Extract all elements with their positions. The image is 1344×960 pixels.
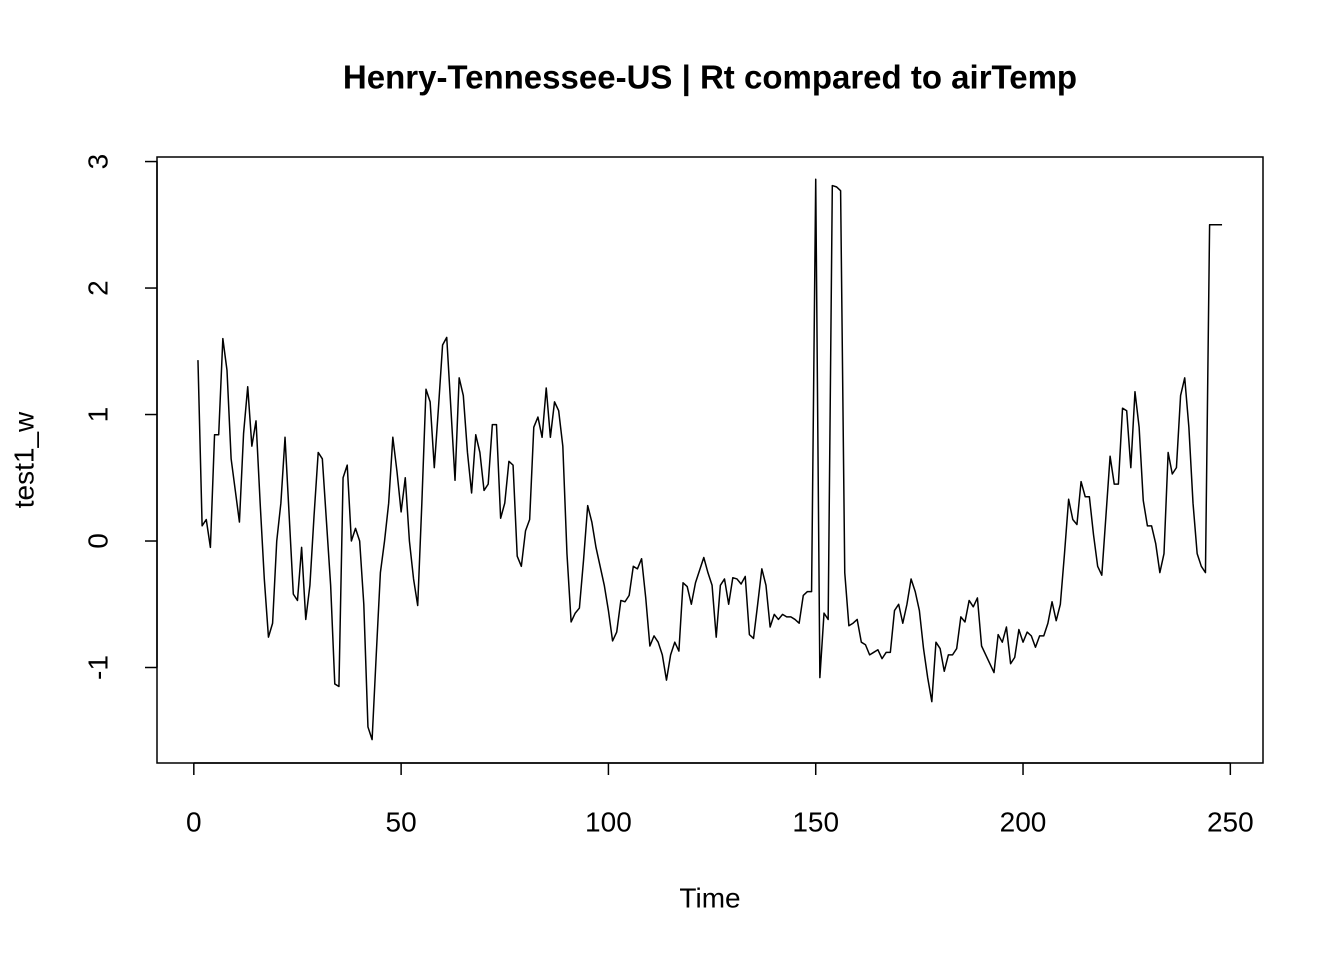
x-tick-label: 50 — [386, 806, 417, 837]
y-axis-label: test1_w — [8, 411, 39, 508]
y-tick-label: 1 — [82, 407, 113, 423]
x-tick-label: 0 — [186, 806, 202, 837]
x-tick-label: 200 — [1000, 806, 1047, 837]
x-tick-label: 100 — [585, 806, 632, 837]
y-tick-label: 0 — [82, 533, 113, 549]
y-tick-label: 2 — [82, 280, 113, 296]
x-axis-label: Time — [679, 882, 740, 913]
chart-title: Henry-Tennessee-US | Rt compared to airT… — [343, 59, 1077, 96]
x-tick-label: 250 — [1207, 806, 1254, 837]
y-tick-label: -1 — [82, 655, 113, 680]
y-tick-label: 3 — [82, 154, 113, 170]
x-tick-label: 150 — [792, 806, 839, 837]
series-line — [197, 178, 1223, 741]
